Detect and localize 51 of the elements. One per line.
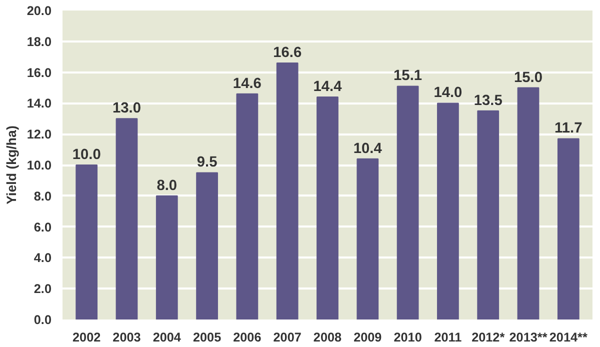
- y-tick-label: 4.0: [34, 251, 52, 266]
- bar: [276, 62, 298, 320]
- x-tick-label: 2003: [112, 330, 141, 344]
- y-axis-title: Yield (kg/ha): [4, 126, 19, 204]
- y-tick-label: 6.0: [34, 220, 52, 234]
- data-label: 9.5: [196, 154, 218, 171]
- data-label: 10.4: [353, 140, 383, 157]
- bar: [557, 138, 580, 320]
- x-tick-label: 2011: [434, 330, 462, 344]
- y-tick-label: 0.0: [34, 313, 52, 327]
- bar: [196, 172, 218, 320]
- data-label: 14.4: [313, 79, 343, 96]
- data-label: 16.6: [273, 45, 302, 62]
- bar: [156, 195, 178, 320]
- x-tick-label: 2005: [192, 330, 222, 344]
- data-label: 10.0: [72, 147, 101, 163]
- data-label: 11.7: [554, 120, 582, 137]
- x-tick-label: 2002: [72, 330, 101, 344]
- x-tick-label: 2014**: [549, 330, 588, 344]
- bar: [477, 110, 500, 320]
- bar: [356, 158, 379, 320]
- x-tick-label: 2013**: [509, 330, 548, 344]
- x-tick-label: 2006: [233, 330, 262, 344]
- data-label: 15.1: [394, 68, 422, 84]
- bar: [116, 118, 138, 320]
- x-tick-label: 2008: [313, 330, 342, 344]
- x-tick-label: 2004: [152, 330, 181, 344]
- x-tick-label: 2007: [273, 330, 302, 344]
- y-tick-label: 18.0: [26, 34, 52, 49]
- y-tick-label: 20.0: [26, 4, 52, 18]
- data-label: 14.0: [434, 85, 462, 102]
- x-tick-label: 2012*: [472, 330, 505, 344]
- bar: [76, 164, 98, 320]
- y-tick-label: 14.0: [26, 96, 52, 111]
- data-label: 15.0: [514, 70, 543, 86]
- data-label: 13.5: [474, 92, 502, 109]
- y-tick-label: 8.0: [34, 189, 52, 204]
- x-tick-label: 2009: [354, 330, 382, 344]
- bar: [517, 87, 540, 320]
- y-tick-label: 10.0: [26, 158, 52, 172]
- y-tick-label: 12.0: [26, 128, 52, 142]
- y-tick-label: 16.0: [26, 66, 52, 80]
- data-label: 8.0: [156, 178, 178, 194]
- bar: [437, 102, 459, 320]
- bar: [396, 86, 419, 320]
- data-label: 14.6: [232, 76, 262, 92]
- x-tick-label: 2010: [394, 330, 422, 344]
- bar: [316, 96, 338, 320]
- y-tick-label: 2.0: [34, 282, 52, 296]
- bar: [236, 93, 258, 320]
- data-label: 13.0: [112, 100, 142, 117]
